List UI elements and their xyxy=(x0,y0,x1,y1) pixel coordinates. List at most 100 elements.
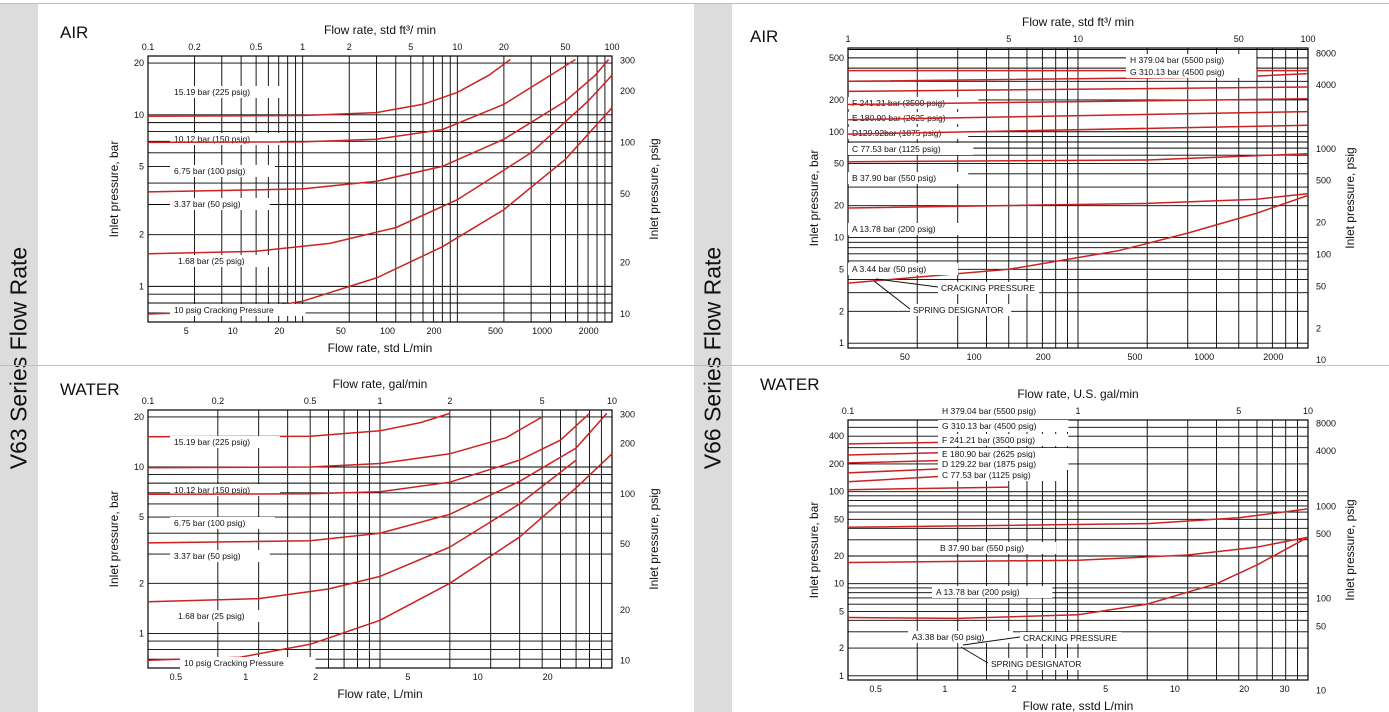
bottom-tick-label: 100 xyxy=(967,352,982,362)
bottom-tick-label: 10 xyxy=(228,326,238,336)
series-label: F 241.21 bar (3500 psig) xyxy=(852,98,945,108)
series-line xyxy=(847,98,1309,106)
top-tick-label: 0.5 xyxy=(250,42,263,52)
top-tick-label: 2 xyxy=(447,396,452,406)
grid xyxy=(148,410,612,668)
annotation-bg xyxy=(910,304,1012,316)
top-tick-label: 0.1 xyxy=(142,42,155,52)
top-tick-label: 0.2 xyxy=(188,42,201,52)
bottom-tick-label: 10 xyxy=(1170,684,1180,694)
series-line xyxy=(147,58,511,118)
annotation-leader xyxy=(875,278,939,288)
top-tick-label: 50 xyxy=(560,42,570,52)
series-label: 15.19 bar (225 psig) xyxy=(174,87,250,97)
series-line xyxy=(847,194,1309,284)
series-label: H 379.04 bar (5500 psig) xyxy=(942,406,1036,416)
annotation-text: SPRING DESIGNATOR xyxy=(913,305,1003,315)
top-tick-label: 1 xyxy=(1075,406,1080,416)
top-axis-title: Flow rate, U.S. gal/min xyxy=(1017,387,1138,401)
series-label-bg xyxy=(170,484,280,496)
right-axis-title: Inlet pressure, psig xyxy=(1343,147,1357,248)
left-tick-label: 20 xyxy=(134,58,144,68)
top-tick-label: 5 xyxy=(1006,34,1011,44)
series-label-bg xyxy=(1126,54,1257,66)
bottom-tick-label: 2000 xyxy=(579,326,599,336)
series-line xyxy=(847,110,1309,121)
left-tick-label: 2 xyxy=(139,230,144,240)
top-tick-label: 5 xyxy=(1236,406,1241,416)
right-tick-label: 50 xyxy=(1316,281,1326,291)
bottom-tick-label: 30 xyxy=(1280,684,1290,694)
right-tick-label: 1000 xyxy=(1316,501,1336,511)
series-label-bg xyxy=(848,263,958,275)
right-axis-title: Inlet pressure, psig xyxy=(647,138,661,239)
top-tick-label: 0.1 xyxy=(142,396,155,406)
left-axis-title: Inlet pressure, bar xyxy=(807,502,821,599)
left-tick-label: 5 xyxy=(839,606,844,616)
bottom-tick-label: 5 xyxy=(405,672,410,682)
top-tick-label: 5 xyxy=(408,42,413,52)
bottom-tick-label: 50 xyxy=(900,352,910,362)
left-tick-label: 5 xyxy=(139,161,144,171)
series-line xyxy=(847,152,1309,163)
left-tick-label: 500 xyxy=(829,53,844,63)
right-tick-label: 8000 xyxy=(1316,48,1336,58)
left-tick-label: 200 xyxy=(829,95,844,105)
left-tick-label: 200 xyxy=(829,459,844,469)
series-label-bg xyxy=(174,255,274,267)
series-label: G 310.13 bar (4500 psig) xyxy=(1130,67,1225,77)
series-label: 3.37 bar (50 psig) xyxy=(174,551,241,561)
series-line xyxy=(847,536,1309,564)
left-tick-label: 10 xyxy=(834,232,844,242)
right-tick-label: 100 xyxy=(1316,249,1331,259)
bottom-tick-label: 5 xyxy=(184,326,189,336)
series-label-bg xyxy=(174,610,274,622)
series-label: D 129.22 bar (1875 psig) xyxy=(942,459,1036,469)
right-tick-label: 2 xyxy=(1316,323,1321,333)
right-tick-label: 50 xyxy=(1316,621,1326,631)
right-tick-label: 100 xyxy=(620,489,635,499)
annotations: CRACKING PRESSURE SPRING DESIGNATOR xyxy=(873,278,1040,316)
top-axis-title: Flow rate, std ft³/ min xyxy=(324,23,436,37)
series-line xyxy=(147,59,610,193)
annotation-text: CRACKING PRESSURE xyxy=(941,283,1035,293)
right-tick-label: 100 xyxy=(620,137,635,147)
top-tick-label: 1 xyxy=(845,34,850,44)
top-tick-label: 5 xyxy=(540,396,545,406)
right-tick-label: 20 xyxy=(1316,218,1326,228)
left-tick-label: 2 xyxy=(839,643,844,653)
right-tick-label: 20 xyxy=(620,605,630,615)
bottom-tick-label: 2000 xyxy=(1263,352,1283,362)
series-label-bg xyxy=(908,631,1013,643)
chart-1: AIR 0.1 0.2 0.5 1 2 5 10 20 50 100 Flow rate, std f… xyxy=(40,4,692,365)
series-label-bg xyxy=(938,448,1069,460)
series-line xyxy=(847,536,1309,620)
series-label-bg xyxy=(170,550,270,562)
chart-2: WATER 0.1 0.2 0.5 1 2 5 10 Flow rate, gal/min 0.5… xyxy=(40,366,692,712)
right-axis-title: Inlet pressure, psig xyxy=(1343,499,1357,600)
left-tick-label: 20 xyxy=(134,412,144,422)
left-axis-title: Inlet pressure, bar xyxy=(107,491,121,588)
top-tick-label: 1 xyxy=(300,42,305,52)
bottom-tick-label: 1 xyxy=(243,672,248,682)
series-line xyxy=(147,412,591,496)
top-tick-label: 10 xyxy=(452,42,462,52)
series-label-bg xyxy=(170,86,280,98)
top-axis-title: Flow rate, std ft³/ min xyxy=(1022,15,1134,29)
series-label: E 180.90 bar (2625 psig) xyxy=(942,449,1036,459)
series-label-bg xyxy=(848,172,969,184)
chart-panel xyxy=(734,4,1389,365)
series-label: 10.12 bar (150 psig) xyxy=(174,134,250,144)
series-line xyxy=(847,486,1009,491)
bottom-tick-label: 10 xyxy=(473,672,483,682)
top-axis-title: Flow rate, gal/min xyxy=(333,377,428,391)
series-label: 10 psig Cracking Pressure xyxy=(174,305,274,315)
top-tick-label: 10 xyxy=(607,396,617,406)
bottom-axis-title: Flow rate, L/min xyxy=(337,687,422,701)
series-label-bg xyxy=(936,542,1057,554)
right-tick-label: 300 xyxy=(620,409,635,419)
series-label: 6.75 bar (100 psig) xyxy=(174,166,246,176)
right-tick-label: 1000 xyxy=(1316,144,1336,154)
series-label: 6.75 bar (100 psig) xyxy=(174,518,246,528)
annotation-text: SPRING DESIGNATOR xyxy=(991,659,1081,669)
